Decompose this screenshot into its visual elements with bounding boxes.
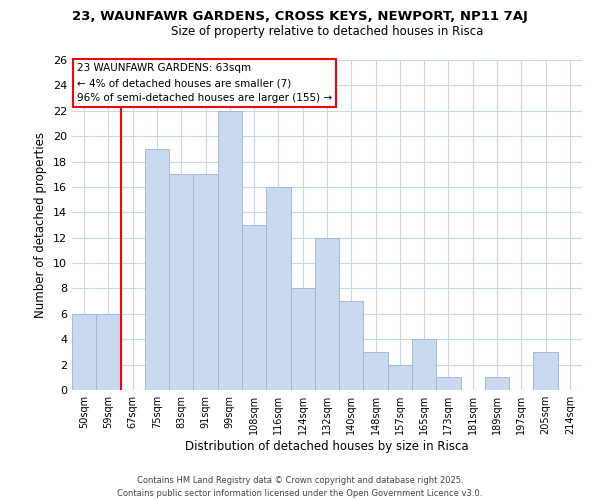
Bar bbox=[436, 378, 461, 390]
Text: Contains HM Land Registry data © Crown copyright and database right 2025.
Contai: Contains HM Land Registry data © Crown c… bbox=[118, 476, 482, 498]
Bar bbox=[290, 288, 315, 390]
Bar bbox=[412, 339, 436, 390]
Title: Size of property relative to detached houses in Risca: Size of property relative to detached ho… bbox=[171, 25, 483, 38]
X-axis label: Distribution of detached houses by size in Risca: Distribution of detached houses by size … bbox=[185, 440, 469, 453]
Text: 23 WAUNFAWR GARDENS: 63sqm
← 4% of detached houses are smaller (7)
96% of semi-d: 23 WAUNFAWR GARDENS: 63sqm ← 4% of detac… bbox=[77, 64, 332, 103]
Bar bbox=[72, 314, 96, 390]
Bar bbox=[96, 314, 121, 390]
Bar bbox=[364, 352, 388, 390]
Bar bbox=[145, 149, 169, 390]
Bar bbox=[242, 225, 266, 390]
Bar bbox=[485, 378, 509, 390]
Bar bbox=[533, 352, 558, 390]
Bar bbox=[193, 174, 218, 390]
Bar bbox=[218, 111, 242, 390]
Text: 23, WAUNFAWR GARDENS, CROSS KEYS, NEWPORT, NP11 7AJ: 23, WAUNFAWR GARDENS, CROSS KEYS, NEWPOR… bbox=[72, 10, 528, 23]
Bar bbox=[266, 187, 290, 390]
Bar bbox=[339, 301, 364, 390]
Y-axis label: Number of detached properties: Number of detached properties bbox=[34, 132, 47, 318]
Bar bbox=[315, 238, 339, 390]
Bar bbox=[388, 364, 412, 390]
Bar bbox=[169, 174, 193, 390]
